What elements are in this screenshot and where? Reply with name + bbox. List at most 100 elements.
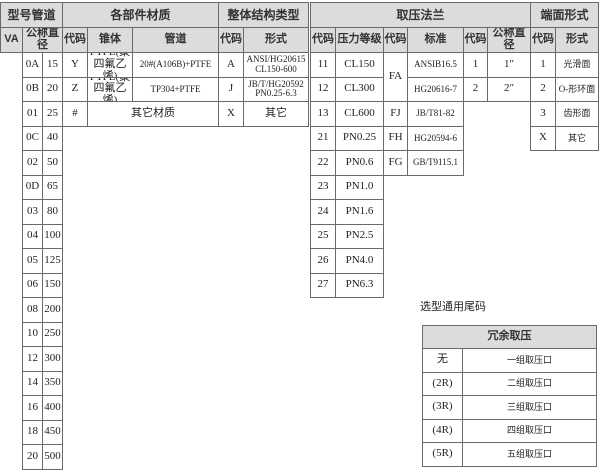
structure-code-cell: J — [218, 76, 244, 102]
size-code-cell: 04 — [22, 223, 43, 249]
structure-form-cell: ANSI/HG20615 CL150-600 — [243, 52, 309, 78]
size-diameter-cell: 150 — [42, 272, 63, 298]
diameter-code-cell: 1 — [463, 52, 488, 78]
size-code-cell: 01 — [22, 101, 43, 127]
material-code-cell: Y — [62, 52, 88, 78]
pressure-code-cell: 23 — [310, 174, 336, 200]
standard-code-cell: FH — [383, 125, 408, 151]
pressure-code-cell: 21 — [310, 125, 336, 151]
tail-desc-cell: 三组取压口 — [462, 395, 597, 420]
tail-code-cell: (3R) — [422, 395, 463, 420]
size-diameter-cell: 40 — [42, 125, 63, 151]
subheader-struct-form: 形式 — [243, 27, 309, 53]
subheader-nominal-diameter: 公称直径 — [22, 27, 63, 53]
subheader-cone: 锥体 — [87, 27, 133, 53]
pressure-code-cell: 27 — [310, 272, 336, 298]
structure-form-cell: 其它 — [243, 101, 309, 127]
tail-code-cell: (4R) — [422, 418, 463, 443]
tail-desc-cell: 五组取压口 — [462, 442, 597, 467]
tail-desc-cell: 一组取压口 — [462, 348, 597, 373]
material-code-cell: # — [62, 101, 88, 127]
pressure-class-cell: PN0.6 — [335, 150, 384, 176]
size-code-cell: 03 — [22, 199, 43, 225]
tail-desc-cell: 四组取压口 — [462, 418, 597, 443]
size-diameter-cell: 80 — [42, 199, 63, 225]
pressure-class-cell: CL150 — [335, 52, 384, 78]
size-code-cell: 14 — [22, 370, 43, 396]
standard-code-cell: FJ — [383, 101, 408, 127]
face-code-cell: 3 — [530, 101, 556, 127]
tail-header: 冗余取压 — [422, 325, 597, 349]
pressure-class-cell: CL300 — [335, 76, 384, 102]
pressure-class-cell: PN4.0 — [335, 248, 384, 274]
subheader-pressure-class: 压力等级 — [335, 27, 384, 53]
subheader-standard: 标准 — [407, 27, 464, 53]
header-face: 端面形式 — [530, 2, 599, 28]
subheader-dia-code: 代码 — [463, 27, 488, 53]
standard-cell: JB/T81-82 — [407, 101, 464, 127]
standard-cell: GB/T9115.1 — [407, 150, 464, 176]
subheader-face-code: 代码 — [530, 27, 556, 53]
pressure-class-cell: PN1.0 — [335, 174, 384, 200]
structure-code-cell: A — [218, 52, 244, 78]
material-cone-cell: PTFE(聚 四氟乙烯) — [87, 52, 133, 78]
material-other-cell: 其它材质 — [87, 101, 219, 127]
material-code-cell: Z — [62, 76, 88, 102]
header-model-pipe: 型号管道 — [0, 2, 63, 28]
header-structure: 整体结构类型 — [218, 2, 309, 28]
header-flange: 取压法兰 — [310, 2, 531, 28]
diameter-value-cell: 1" — [487, 52, 531, 78]
tail-code-cell: (2R) — [422, 371, 463, 396]
size-diameter-cell: 20 — [42, 76, 63, 102]
size-diameter-cell: 400 — [42, 395, 63, 421]
face-form-cell: 其它 — [555, 125, 599, 151]
pressure-class-cell: PN1.6 — [335, 199, 384, 225]
face-code-cell: 2 — [530, 76, 556, 102]
subheader-mat-code: 代码 — [62, 27, 88, 53]
pressure-class-cell: PN0.25 — [335, 125, 384, 151]
material-pipe-cell: TP304+PTFE — [132, 76, 219, 102]
standard-code-cell: FG — [383, 150, 408, 176]
material-pipe-cell: 20#(A106B)+PTFE — [132, 52, 219, 78]
pressure-code-cell: 13 — [310, 101, 336, 127]
size-code-cell: 0B — [22, 76, 43, 102]
size-diameter-cell: 300 — [42, 346, 63, 372]
size-code-cell: 0A — [22, 52, 43, 78]
tail-code-cell: (5R) — [422, 442, 463, 467]
size-code-cell: 16 — [22, 395, 43, 421]
size-code-cell: 0D — [22, 174, 43, 200]
size-diameter-cell: 350 — [42, 370, 63, 396]
size-diameter-cell: 25 — [42, 101, 63, 127]
size-code-cell: 10 — [22, 321, 43, 347]
pressure-code-cell: 26 — [310, 248, 336, 274]
size-diameter-cell: 15 — [42, 52, 63, 78]
pressure-class-cell: CL600 — [335, 101, 384, 127]
size-code-cell: 02 — [22, 150, 43, 176]
subheader-pipe: 管道 — [132, 27, 219, 53]
face-form-cell: 光滑面 — [555, 52, 599, 78]
diameter-code-cell: 2 — [463, 76, 488, 102]
subheader-face-form: 形式 — [555, 27, 599, 53]
pressure-class-cell: PN6.3 — [335, 272, 384, 298]
standard-cell: HG20616-7 — [407, 76, 464, 102]
diameter-value-cell: 2" — [487, 76, 531, 102]
size-diameter-cell: 100 — [42, 223, 63, 249]
tail-code-cell: 无 — [422, 348, 463, 373]
pressure-code-cell: 25 — [310, 223, 336, 249]
size-code-cell: 06 — [22, 272, 43, 298]
tail-code-title: 选型通用尾码 — [420, 301, 486, 313]
face-code-cell: 1 — [530, 52, 556, 78]
subheader-pressure-code: 代码 — [310, 27, 336, 53]
subheader-struct-code: 代码 — [218, 27, 244, 53]
pressure-code-cell: 12 — [310, 76, 336, 102]
size-diameter-cell: 500 — [42, 444, 63, 470]
subheader-dia: 公称直径 — [487, 27, 531, 53]
face-form-cell: 齿形面 — [555, 101, 599, 127]
size-code-cell: 18 — [22, 419, 43, 445]
standard-cell: HG20594-6 — [407, 125, 464, 151]
size-diameter-cell: 250 — [42, 321, 63, 347]
size-code-cell: 20 — [22, 444, 43, 470]
subheader-std-code: 代码 — [383, 27, 408, 53]
standard-code-cell: FA — [383, 52, 408, 102]
